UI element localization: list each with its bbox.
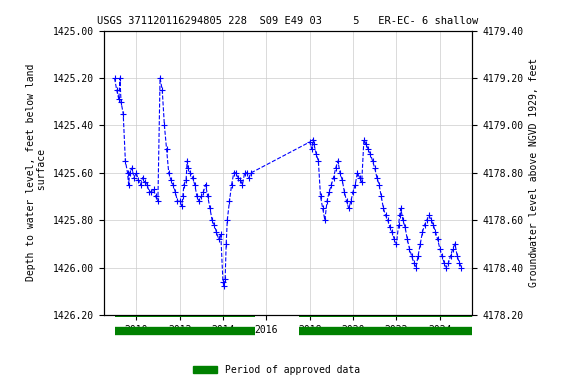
Y-axis label: Depth to water level, feet below land
 surface: Depth to water level, feet below land su… [26,64,47,281]
Legend: Period of approved data: Period of approved data [189,361,364,379]
Y-axis label: Groundwater level above NGVD 1929, feet: Groundwater level above NGVD 1929, feet [529,58,539,287]
Title: USGS 371120116294805 228  S09 E49 03     5   ER-EC- 6 shallow: USGS 371120116294805 228 S09 E49 03 5 ER… [97,16,479,26]
